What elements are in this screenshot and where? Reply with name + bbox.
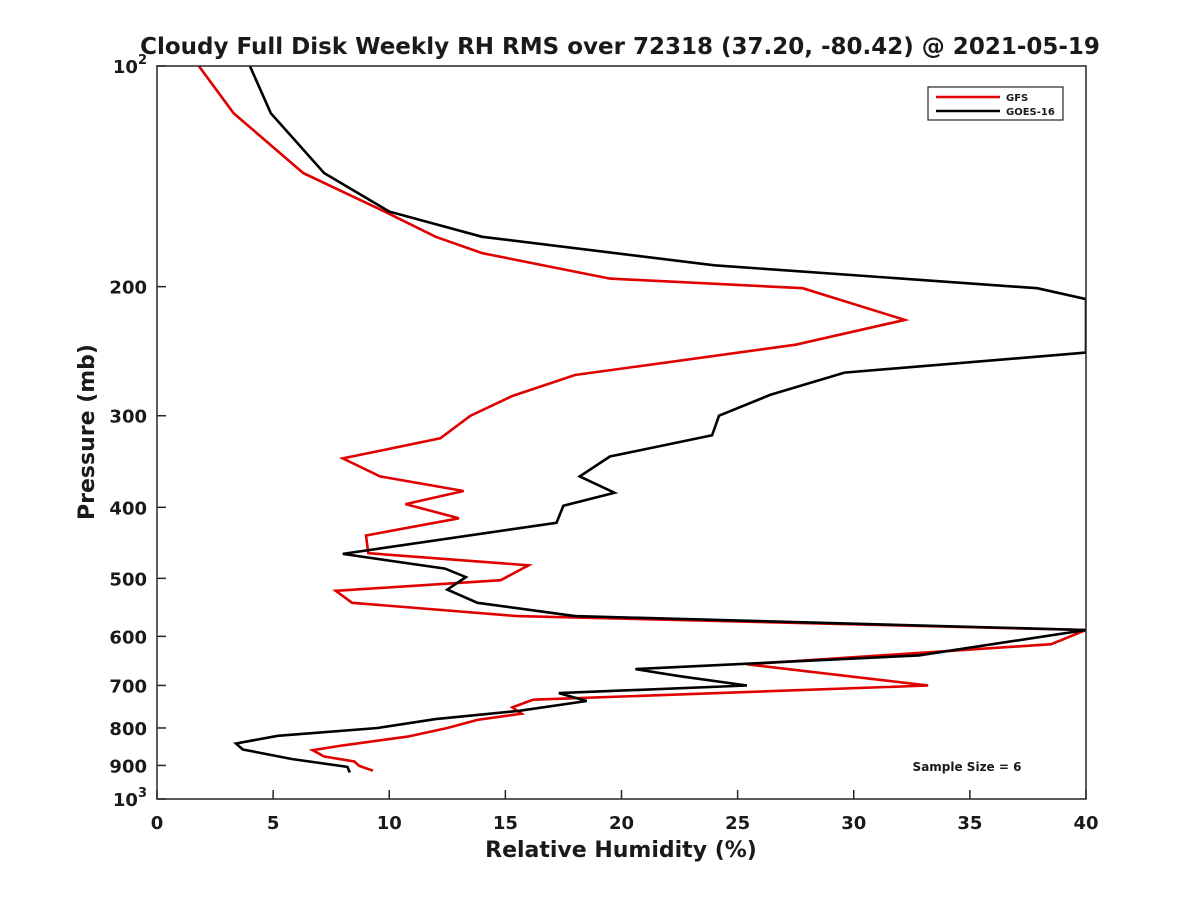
ticks-layer: 0 5 10 15 20 25 30 35 40102200300400500600700800… [109, 53, 1098, 834]
y-tick-exponent: 3 [138, 786, 147, 801]
series-line-goes-16 [233, 66, 1086, 774]
y-tick-label: 900 [109, 756, 147, 777]
legend: GFS GOES-16 [927, 86, 1064, 121]
y-tick-label: 500 [109, 569, 147, 590]
y-tick-label: 400 [109, 498, 147, 519]
series-layer [197, 66, 1086, 774]
y-tick-label: 200 [109, 278, 147, 299]
y-tick-base: 10 [113, 790, 138, 811]
legend-box [927, 86, 1064, 121]
x-tick-label: 30 [841, 813, 866, 834]
x-tick-label: 25 [725, 813, 750, 834]
y-tick-label: 800 [109, 719, 147, 740]
x-tick-label: 15 [493, 813, 518, 834]
chart-title: Cloudy Full Disk Weekly RH RMS over 7231… [140, 34, 1100, 60]
series-line-gfs [197, 66, 1086, 772]
y-axis-label: Pressure (mb) [75, 344, 100, 520]
sample-size-annotation: Sample Size = 6 [913, 760, 1022, 774]
x-tick-label: 20 [609, 813, 634, 834]
x-tick-label: 40 [1073, 813, 1098, 834]
plot-frame [156, 65, 1087, 800]
legend-label: GOES-16 [1006, 107, 1055, 118]
x-axis-label: Relative Humidity (%) [485, 838, 757, 863]
x-tick-label: 5 [267, 813, 280, 834]
x-tick-label: 35 [957, 813, 982, 834]
y-tick-label: 103 [113, 786, 147, 811]
x-tick-label: 0 [151, 813, 164, 834]
x-tick-label: 10 [377, 813, 402, 834]
y-tick-label: 102 [113, 53, 147, 78]
y-tick-label: 300 [109, 407, 147, 428]
y-tick-exponent: 2 [138, 53, 147, 68]
legend-label: GFS [1006, 93, 1028, 104]
y-tick-label: 700 [109, 676, 147, 697]
y-tick-base: 10 [113, 57, 138, 78]
y-tick-label: 600 [109, 627, 147, 648]
